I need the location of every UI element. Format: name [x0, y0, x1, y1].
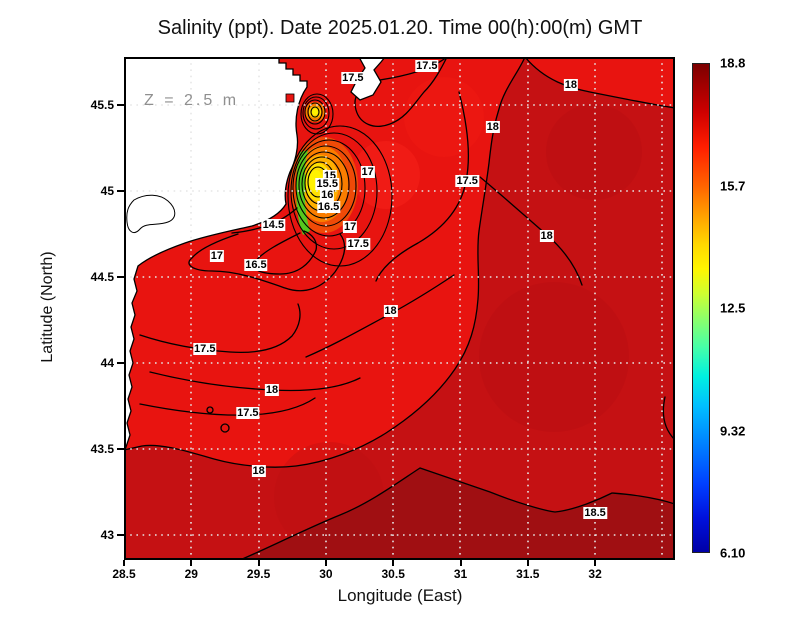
x-tick-label: 28.5	[112, 567, 136, 581]
contour-label: 17.5	[236, 406, 260, 419]
x-tick-mark	[392, 560, 395, 566]
colorbar-tick-label: 12.5	[720, 300, 746, 316]
x-tick-label: 31.5	[516, 567, 540, 581]
y-tick-label: 44	[100, 355, 114, 370]
map-frame	[124, 57, 675, 560]
y-tick-mark	[117, 190, 124, 193]
colorbar-tick-label: 6.10	[720, 545, 746, 561]
colorbar-tick-label: 9.32	[720, 423, 746, 438]
colorbar	[692, 63, 710, 553]
contour-label: 18.5	[583, 506, 607, 519]
x-tick-mark	[459, 560, 462, 566]
coastline-main	[124, 57, 308, 454]
y-tick-label: 43	[100, 527, 114, 542]
y-tick-mark	[117, 447, 124, 450]
y-tick-label: 43.5	[90, 441, 114, 456]
contour-label: 16.5	[316, 200, 341, 213]
contour-label: 17.5	[455, 174, 479, 187]
contour-label: 16	[320, 188, 335, 201]
land	[124, 57, 386, 454]
x-axis-label: Longitude (East)	[337, 586, 463, 605]
contour-label: 18	[264, 384, 280, 397]
contour-label: 17.5	[415, 59, 439, 72]
contour-label: 17.5	[346, 238, 370, 251]
y-tick-mark	[117, 104, 124, 107]
x-tick-mark	[257, 560, 260, 566]
contour-label: 18	[539, 229, 554, 242]
x-tick-label: 29	[184, 567, 198, 581]
y-tick-label: 44.5	[90, 270, 114, 285]
gridlines	[124, 57, 675, 560]
x-tick-label: 29.5	[246, 567, 271, 581]
lagoon-outline	[126, 194, 176, 233]
coast-grid-cell	[285, 93, 295, 103]
y-tick-mark	[117, 533, 124, 536]
y-tick-mark	[117, 361, 124, 364]
y-tick-label: 45.5	[90, 98, 114, 113]
colorbar-tick-label: 18.8	[720, 55, 746, 71]
y-tick-label: 45	[100, 184, 114, 199]
contour-label: 18	[251, 465, 266, 478]
map-plot-area	[124, 57, 675, 560]
depth-annotation: Z = 2.5 m	[144, 92, 240, 109]
x-tick-label: 31	[453, 567, 468, 581]
salinity-shading	[124, 57, 675, 560]
contour-label: 18	[485, 121, 500, 134]
contour-label: 14.5	[261, 219, 286, 232]
contour-label: 15.5	[315, 178, 339, 191]
x-tick-mark	[324, 560, 327, 566]
x-tick-mark	[123, 560, 125, 566]
x-tick-label: 32	[588, 567, 602, 581]
contour-label: 18	[563, 78, 578, 91]
y-tick-mark	[117, 276, 124, 279]
contour-label: 17	[209, 250, 224, 263]
x-tick-mark	[190, 560, 193, 566]
contour-label: 18	[383, 305, 398, 318]
colorbar-tick-label: 15.7	[720, 178, 746, 193]
y-axis-label: Latitude (North)	[39, 251, 56, 363]
contour-label: 17	[343, 221, 358, 234]
contour-label: 17.5	[193, 343, 217, 356]
x-tick-mark	[526, 560, 529, 566]
plot-title: Salinity (ppt). Date 2025.01.20. Time 00…	[157, 17, 643, 39]
contour-label: 16.5	[244, 258, 268, 271]
x-tick-label: 30.5	[381, 567, 405, 581]
x-tick-label: 30	[319, 567, 333, 581]
x-tick-mark	[594, 560, 597, 566]
contour-label: 17.5	[341, 71, 365, 84]
contour-label: 17	[360, 166, 375, 179]
